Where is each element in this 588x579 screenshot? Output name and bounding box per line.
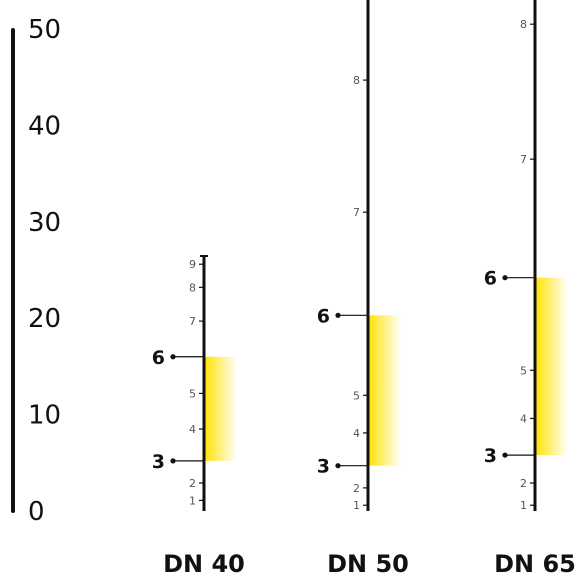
axis-tick-label: 9 [189, 258, 196, 271]
axis-tick-label: 7 [189, 315, 196, 328]
column-dn65: 1 2 4 5 7 8 6 3 DN 65 [484, 0, 576, 578]
axis-tick-label: 1 [353, 499, 360, 512]
range-marker-dot [170, 458, 176, 464]
axis-tick-label: 7 [520, 153, 527, 166]
operating-range-band [535, 277, 568, 456]
reference-scale: 0 10 20 30 40 50 [11, 15, 61, 527]
column-label: DN 65 [494, 550, 576, 578]
range-marker-dot [335, 312, 341, 318]
axis-tick-label: 7 [353, 206, 360, 219]
range-min-label: 3 [152, 451, 165, 473]
column-dn40: 1 2 4 5 7 8 9 6 3 DN 40 [152, 255, 245, 578]
reference-tick-label: 0 [28, 497, 45, 527]
range-min-label: 3 [317, 456, 330, 478]
axis-tick-label: 1 [189, 494, 196, 507]
axis-tick-label: 2 [189, 477, 196, 490]
column-label: DN 50 [327, 550, 409, 578]
range-marker-dot [502, 275, 508, 281]
range-marker-dot [502, 452, 508, 458]
reference-tick-label: 50 [28, 15, 61, 45]
range-max-label: 6 [484, 268, 497, 290]
range-marker-dot [170, 354, 176, 360]
range-max-label: 6 [317, 305, 330, 327]
range-marker-dot [335, 463, 341, 469]
column-dn50: 1 2 4 5 7 8 6 3 DN 50 [317, 0, 409, 578]
axis-tick-label: 8 [189, 281, 196, 294]
reference-tick-label: 40 [28, 111, 61, 141]
axis-tick-label: 4 [189, 423, 196, 436]
operating-range-band [204, 356, 237, 461]
axis-tick-label: 4 [520, 412, 527, 425]
range-max-label: 6 [152, 347, 165, 369]
axis-tick-label: 5 [189, 387, 196, 400]
reference-tick-label: 10 [28, 401, 61, 431]
reference-tick-label: 30 [28, 208, 61, 238]
range-min-label: 3 [484, 445, 497, 467]
axis-tick-label: 8 [353, 74, 360, 87]
axis-tick-label: 5 [353, 389, 360, 402]
reference-scale-ticks: 0 10 20 30 40 50 [28, 15, 61, 527]
axis-tick-label: 8 [520, 18, 527, 31]
axis-tick-label: 4 [353, 427, 360, 440]
axis-tick-label: 1 [520, 499, 527, 512]
reference-tick-label: 20 [28, 304, 61, 334]
operating-range-band [368, 315, 401, 466]
axis-tick-label: 5 [520, 364, 527, 377]
column-label: DN 40 [163, 550, 245, 578]
axis-tick-label: 2 [520, 477, 527, 490]
axis-tick-label: 2 [353, 482, 360, 495]
